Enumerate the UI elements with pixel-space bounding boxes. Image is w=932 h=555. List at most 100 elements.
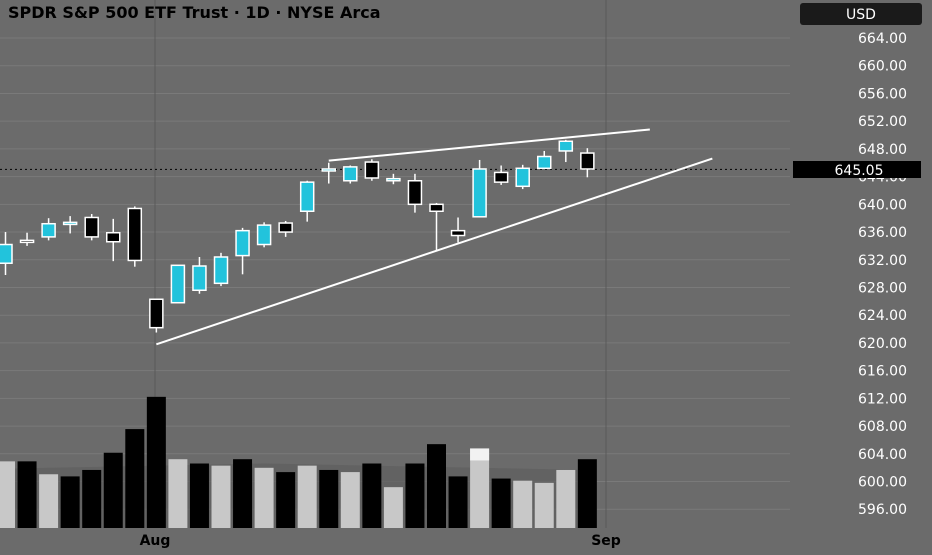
candle-body [493,171,509,183]
volume-bar [470,448,490,528]
candle[interactable] [472,159,487,218]
volume-bar [427,444,446,528]
y-tick-label: 648.00 [858,142,907,158]
candle[interactable] [278,220,293,237]
candle-body [0,243,13,264]
y-tick-label: 652.00 [858,114,907,130]
trendline-lower[interactable] [156,157,713,346]
candle[interactable] [537,150,552,170]
candle-body [364,161,380,179]
volume-bar-highlight [470,448,490,461]
candle-layer [0,139,595,333]
candle[interactable] [429,202,444,252]
candle-body [235,229,250,257]
candle[interactable] [19,232,35,246]
candle-body [62,221,78,226]
volume-bar [556,469,576,528]
candle[interactable] [213,252,229,287]
volume-bar [383,487,403,528]
y-tick-label: 616.00 [858,364,907,380]
candle[interactable] [127,206,143,267]
candle-body [127,207,143,262]
candle-body [472,168,487,218]
volume-bar [233,459,253,528]
x-tick-label: Aug [140,533,171,549]
candle-body [450,229,466,237]
candle-body [84,216,99,238]
candle-body [278,222,293,233]
candle[interactable] [515,164,530,190]
volume-bar [340,472,360,528]
volume-bar [146,396,166,528]
candle-body [386,177,401,182]
candle[interactable] [84,214,99,241]
candle[interactable] [256,222,272,248]
y-axis: 664.00660.00656.00652.00648.00644.00640.… [858,31,907,518]
candle-body [321,168,336,172]
volume-bar [60,476,80,528]
y-tick-label: 628.00 [858,280,907,296]
trendline-layer [0,128,790,346]
last-price-label: 645.05 [835,163,884,179]
candle[interactable] [62,216,78,234]
volume-bar [125,429,145,528]
candle[interactable] [580,148,595,178]
y-tick-label: 608.00 [858,419,907,435]
candle-body [515,167,530,188]
y-tick-label: 660.00 [858,59,907,75]
candle-body [429,203,444,213]
y-tick-label: 636.00 [858,225,907,241]
volume-layer [0,396,597,528]
candle-body [580,152,595,170]
currency-button[interactable]: USD [800,3,922,25]
trendline-upper[interactable] [328,128,650,162]
candle[interactable] [407,173,423,213]
candle-body [299,181,315,212]
volume-bar [362,463,382,528]
volume-bar [211,465,231,528]
volume-bar [254,467,274,528]
candle[interactable] [41,218,56,241]
volume-bar [82,469,102,528]
candle[interactable] [558,139,574,163]
candle[interactable] [493,165,509,185]
candle-body [192,265,207,292]
volume-bar [405,463,425,528]
x-tick-label: Sep [591,533,621,549]
y-tick-label: 596.00 [858,502,907,518]
volume-bar [0,461,15,528]
volume-bar [103,452,123,528]
candle[interactable] [450,217,466,243]
candle[interactable] [170,264,186,304]
candle[interactable] [343,165,358,184]
currency-label: USD [846,7,876,23]
candle-body [19,239,35,244]
candle[interactable] [386,173,401,185]
candle[interactable] [106,218,121,262]
candle-body [407,180,423,206]
y-tick-label: 656.00 [858,86,907,102]
candle-body [537,155,552,170]
y-tick-label: 640.00 [858,197,907,213]
candle[interactable] [149,298,164,333]
volume-bar [577,459,597,528]
candle[interactable] [235,227,250,275]
candle[interactable] [0,232,13,276]
volume-bar [276,472,296,528]
candle-body [558,140,574,152]
candle[interactable] [364,159,380,181]
last-price-badge: 645.05 [793,161,921,179]
volume-bar [513,480,533,528]
volume-bar [491,478,511,528]
candle[interactable] [321,162,336,184]
y-tick-label: 612.00 [858,391,907,407]
volume-bar [448,476,468,528]
candle[interactable] [192,256,207,294]
candle[interactable] [299,180,315,222]
y-tick-label: 600.00 [858,475,907,491]
volume-bar [297,465,317,528]
y-tick-label: 620.00 [858,336,907,352]
volume-bar [39,474,59,528]
